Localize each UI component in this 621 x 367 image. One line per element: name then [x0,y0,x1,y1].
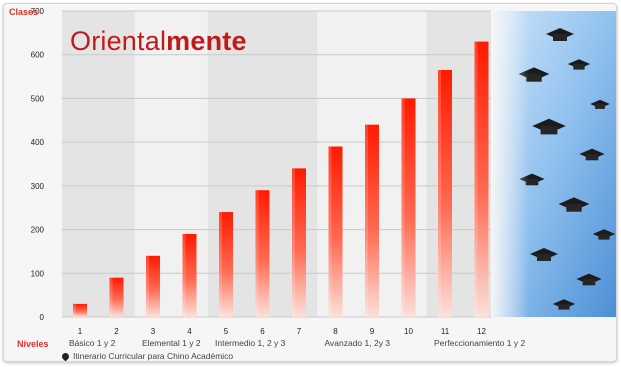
orientalmente-logo: Orientalmente [70,26,247,57]
bar-highlight [255,190,259,317]
bar [474,41,489,317]
logo-bold: mente [166,26,247,56]
group-label: Avanzado 1, 2y 3 [325,338,391,348]
x-tick-label: 2 [114,327,119,336]
group-label: Perfeccionamiento 1 y 2 [434,338,525,348]
x-tick-label: 10 [404,327,413,336]
x-tick-label: 12 [477,327,486,336]
y-tick-label: 500 [31,94,45,103]
logo-regular: Oriental [70,26,167,56]
bar [292,168,306,317]
bar [219,212,233,317]
graduation-cap-icon [582,279,596,286]
x-tick-label: 8 [333,327,338,336]
photo-fade [491,11,529,317]
x-tick-label: 11 [441,327,450,336]
x-tick-label: 9 [370,327,375,336]
bar-highlight [182,233,186,317]
bar [255,190,270,317]
bar [146,255,160,317]
x-tick-label: 3 [151,327,156,336]
bar-highlight [365,124,368,318]
x-tick-label: 4 [187,327,192,336]
x-tick-label: 5 [224,327,229,336]
group-label: Intermedio 1, 2 y 3 [215,338,286,348]
y-tick-label: 200 [31,226,45,235]
y-tick-label: 400 [31,138,45,147]
y-tick-label: 600 [31,51,45,60]
graduation-cap-icon [598,234,610,240]
x-tick-label: 7 [297,327,302,336]
graduation-cap-icon [553,34,567,41]
bar-highlight [292,168,295,317]
group-band [62,11,135,317]
graduation-cap-icon [525,179,539,186]
bar [328,146,343,317]
bar-highlight [474,41,478,317]
x-tick-label: 1 [78,327,83,336]
y-tick-label: 700 [31,7,45,16]
bar-highlight [219,212,222,317]
graduation-cap-icon [526,74,542,82]
y-axis-title: Clases [9,7,39,17]
map-pin-icon [60,351,71,361]
y-tick-label: 0 [40,313,45,322]
graduation-cap-icon [566,204,582,212]
legend-text: Itinerario Curricular para Chino Académi… [73,351,234,361]
y-tick-label: 300 [31,182,45,191]
graduation-cap-icon [558,304,570,310]
bar-highlight [328,146,332,317]
x-axis-title: Niveles [17,339,49,349]
x-tick-label: 6 [260,327,265,336]
graduation-cap-icon [585,154,599,161]
bar [73,303,87,317]
bar [109,277,124,317]
bar [438,70,452,317]
group-label: Elemental 1 y 2 [142,338,201,348]
legend: Itinerario Curricular para Chino Académi… [60,351,234,361]
bar-highlight [146,255,149,317]
group-label: Básico 1 y 2 [69,338,116,348]
graduation-cap-icon [573,64,585,70]
bar-highlight [109,277,113,317]
graduation-cap-icon [595,104,605,109]
bar-highlight [438,70,441,317]
bar-highlight [73,303,76,317]
bar [401,98,416,317]
graduation-cap-icon [537,254,551,261]
bar [365,124,379,318]
bar [182,233,197,317]
chart-frame: 0 100 200 300 400 500 600 700 1 2 3 4 5 6 7 8 9 10 11 12 Bás… [3,3,617,362]
bar-highlight [401,98,405,317]
graduation-cap-icon [540,126,558,135]
y-tick-label: 100 [31,269,45,278]
